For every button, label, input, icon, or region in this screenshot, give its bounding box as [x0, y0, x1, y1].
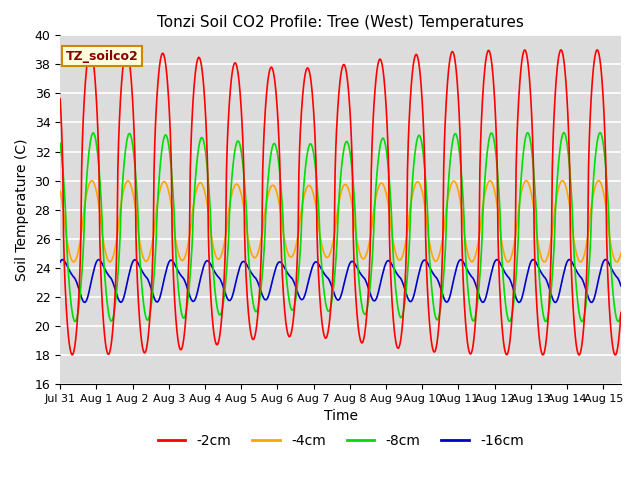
Text: TZ_soilco2: TZ_soilco2 [66, 50, 138, 63]
Legend: -2cm, -4cm, -8cm, -16cm: -2cm, -4cm, -8cm, -16cm [152, 429, 529, 454]
Y-axis label: Soil Temperature (C): Soil Temperature (C) [15, 138, 29, 281]
X-axis label: Time: Time [324, 409, 358, 423]
Title: Tonzi Soil CO2 Profile: Tree (West) Temperatures: Tonzi Soil CO2 Profile: Tree (West) Temp… [157, 15, 524, 30]
